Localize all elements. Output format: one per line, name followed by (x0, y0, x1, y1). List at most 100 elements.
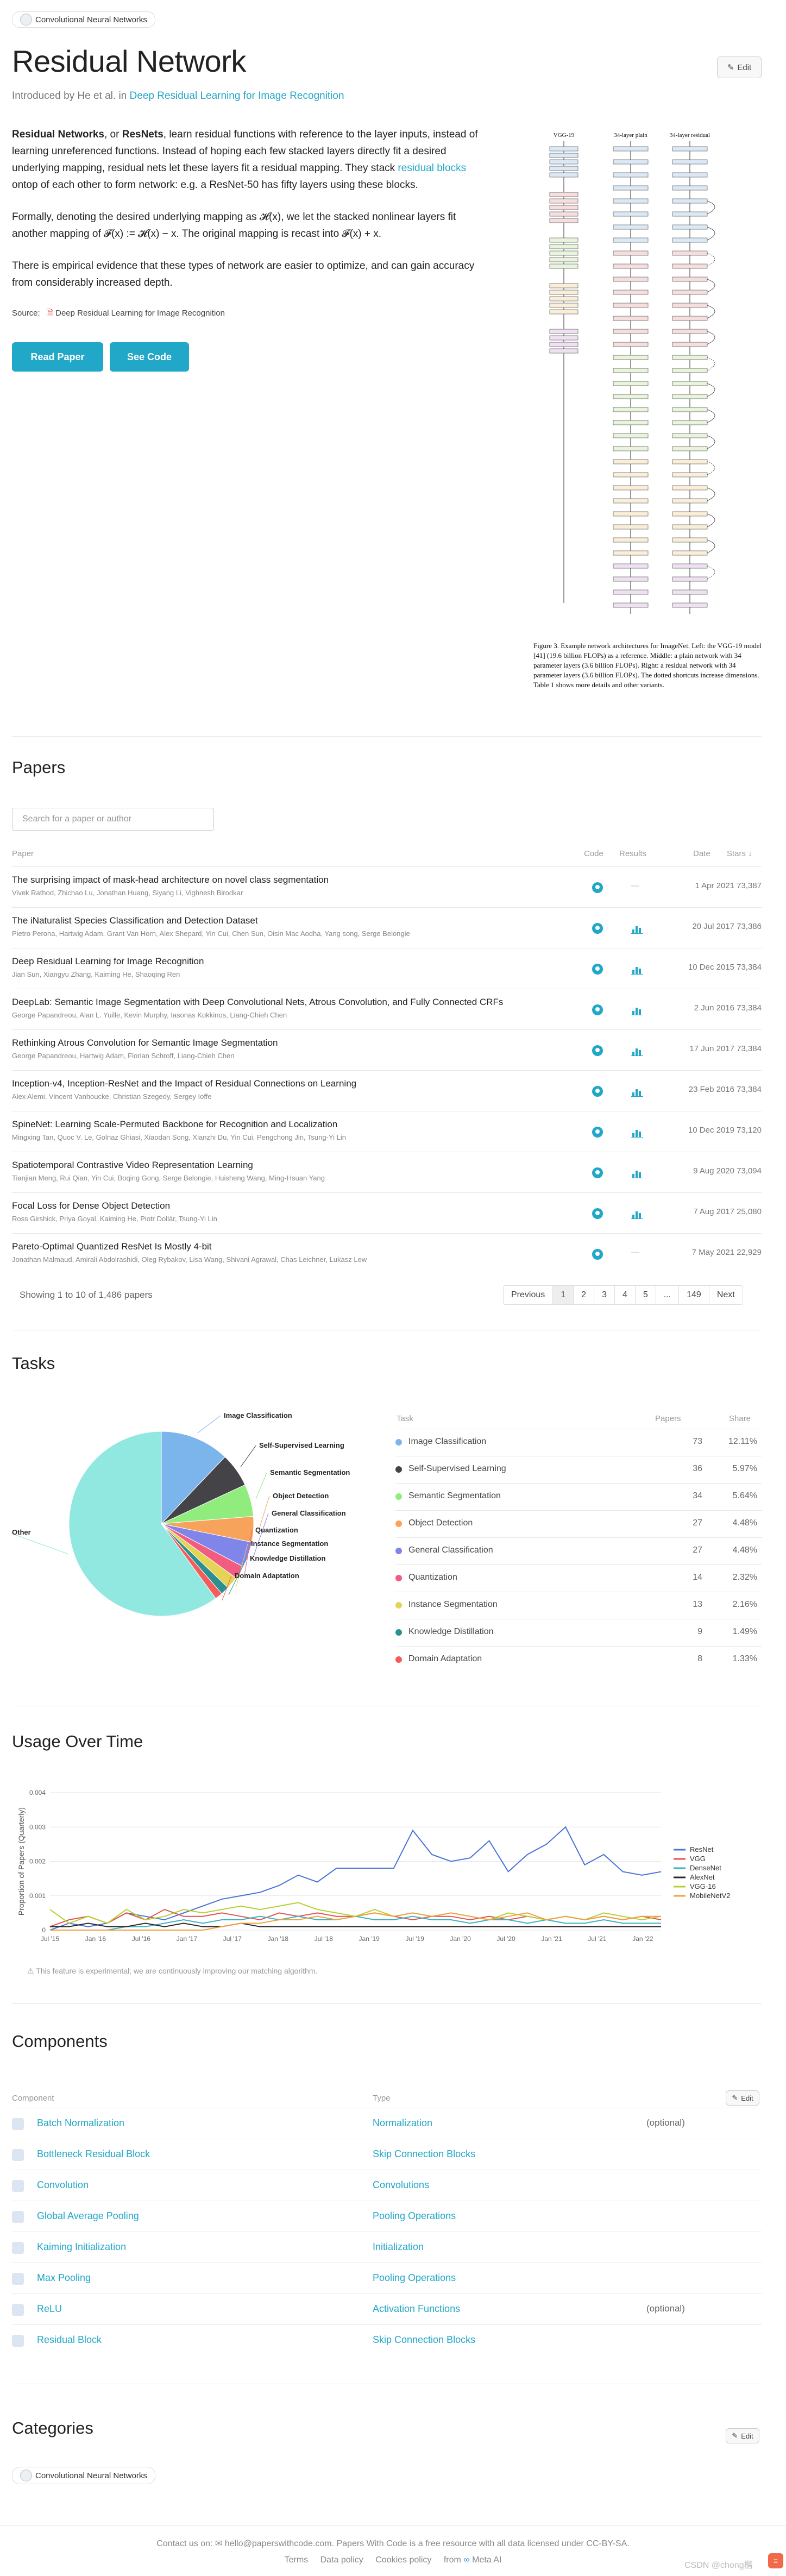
github-icon[interactable] (592, 1249, 603, 1260)
pie-slice[interactable] (161, 1431, 225, 1525)
component-type[interactable]: Pooling Operations (373, 2210, 456, 2221)
series-line-resnet[interactable] (49, 1826, 662, 1931)
task-name[interactable]: Image Classification (408, 1437, 487, 1446)
legend-label[interactable]: AlexNet (690, 1873, 715, 1881)
task-name[interactable]: Instance Segmentation (408, 1600, 498, 1609)
footer-data-policy-link[interactable]: Data policy (320, 2555, 363, 2565)
edit-categories-button[interactable]: ✎ Edit (726, 2428, 759, 2443)
col-stars[interactable]: Stars ↓ (727, 849, 752, 858)
edit-components-button[interactable]: ✎ Edit (726, 2090, 759, 2106)
results-chart-icon[interactable] (631, 1127, 643, 1138)
component-type[interactable]: Skip Connection Blocks (373, 2334, 476, 2345)
legend-label[interactable]: ResNet (690, 1845, 714, 1854)
github-icon[interactable] (592, 1045, 603, 1056)
paper-title[interactable]: The surprising impact of mask-head archi… (12, 875, 329, 885)
component-name[interactable]: Global Average Pooling (37, 2210, 139, 2221)
github-icon[interactable] (592, 1004, 603, 1015)
task-row[interactable]: Knowledge Distillation 9 1.49% (395, 1619, 762, 1646)
paper-title[interactable]: The iNaturalist Species Classification a… (12, 915, 258, 926)
edit-method-button[interactable]: ✎ Edit (717, 56, 762, 78)
component-name[interactable]: Bottleneck Residual Block (37, 2148, 150, 2159)
paper-title[interactable]: DeepLab: Semantic Image Segmentation wit… (12, 997, 504, 1007)
task-row[interactable]: Semantic Segmentation 34 5.64% (395, 1483, 762, 1510)
paper-search-input[interactable]: Search for a paper or author (12, 808, 214, 831)
series-line-vgg-16[interactable] (49, 1902, 662, 1924)
github-icon[interactable] (592, 1208, 603, 1219)
component-name[interactable]: Max Pooling (37, 2272, 91, 2283)
task-row[interactable]: Image Classification 73 12.11% (395, 1429, 762, 1456)
github-icon[interactable] (592, 882, 603, 893)
results-chart-icon[interactable] (631, 1208, 643, 1219)
results-chart-icon[interactable] (631, 1167, 643, 1178)
task-row[interactable]: General Classification 27 4.48% (395, 1537, 762, 1565)
task-row[interactable]: Object Detection 27 4.48% (395, 1510, 762, 1537)
task-row[interactable]: Instance Segmentation 13 2.16% (395, 1592, 762, 1619)
float-badge-icon[interactable]: ≡ (768, 2553, 783, 2568)
results-chart-icon[interactable] (631, 1045, 643, 1056)
pager-5[interactable]: 5 (635, 1286, 656, 1304)
see-code-button[interactable]: See Code (110, 342, 189, 372)
component-name[interactable]: Residual Block (37, 2334, 102, 2345)
task-name[interactable]: General Classification (408, 1545, 493, 1555)
component-name[interactable]: ReLU (37, 2303, 62, 2314)
paper-title[interactable]: Rethinking Atrous Convolution for Semant… (12, 1038, 278, 1048)
pager-3[interactable]: 3 (594, 1286, 615, 1304)
component-type[interactable]: Activation Functions (373, 2303, 461, 2314)
series-line-alexnet[interactable] (50, 1922, 661, 1927)
residual-blocks-link[interactable]: residual blocks (398, 162, 467, 174)
paper-title[interactable]: SpineNet: Learning Scale-Permuted Backbo… (12, 1119, 338, 1129)
github-icon[interactable] (592, 1127, 603, 1138)
component-type[interactable]: Pooling Operations (373, 2272, 456, 2283)
results-chart-icon[interactable] (631, 1004, 643, 1015)
series-line-mobilenetv2[interactable] (50, 1912, 661, 1931)
pager-1[interactable]: 1 (553, 1286, 574, 1304)
read-paper-button[interactable]: Read Paper (12, 342, 103, 372)
task-name[interactable]: Quantization (408, 1573, 457, 1582)
paper-title[interactable]: Inception-v4, Inception-ResNet and the I… (12, 1078, 357, 1089)
github-icon[interactable] (592, 923, 603, 934)
component-name[interactable]: Batch Normalization (37, 2118, 125, 2128)
paper-title[interactable]: Pareto-Optimal Quantized ResNet Is Mostl… (12, 1241, 212, 1252)
component-type[interactable]: Normalization (373, 2118, 433, 2128)
intro-paper-link[interactable]: Deep Residual Learning for Image Recogni… (129, 90, 344, 102)
footer-terms-link[interactable]: Terms (284, 2555, 309, 2565)
legend-label[interactable]: DenseNet (690, 1864, 721, 1872)
task-row[interactable]: Domain Adaptation 8 1.33% (395, 1646, 762, 1673)
paper-title[interactable]: Spatiotemporal Contrastive Video Represe… (12, 1160, 253, 1170)
pie-slice[interactable] (68, 1431, 216, 1617)
task-name[interactable]: Object Detection (408, 1518, 473, 1528)
legend-label[interactable]: VGG (690, 1855, 706, 1863)
github-icon[interactable] (592, 964, 603, 975)
pager-next[interactable]: Next (709, 1286, 743, 1304)
pager-2[interactable]: 2 (574, 1286, 595, 1304)
footer-cookies-link[interactable]: Cookies policy (375, 2555, 432, 2565)
component-type[interactable]: Initialization (373, 2241, 424, 2252)
task-name[interactable]: Domain Adaptation (408, 1654, 482, 1663)
top-category-chip[interactable]: Convolutional Neural Networks (12, 11, 155, 28)
component-type[interactable]: Skip Connection Blocks (373, 2148, 476, 2159)
footer-email-link[interactable]: hello@paperswithcode.com (224, 2539, 332, 2548)
results-chart-icon[interactable] (631, 923, 643, 934)
component-name[interactable]: Kaiming Initialization (37, 2241, 127, 2252)
task-name[interactable]: Semantic Segmentation (408, 1491, 501, 1500)
component-name[interactable]: Convolution (37, 2179, 89, 2190)
task-name[interactable]: Knowledge Distillation (408, 1627, 494, 1636)
task-row[interactable]: Self-Supervised Learning 36 5.97% (395, 1456, 762, 1483)
legend-label[interactable]: MobileNetV2 (690, 1892, 730, 1900)
results-chart-icon[interactable] (631, 1086, 643, 1097)
pager-4[interactable]: 4 (614, 1286, 636, 1304)
col-date[interactable]: Date (693, 849, 710, 858)
category-chip[interactable]: Convolutional Neural Networks (12, 2467, 155, 2484)
pager-previous[interactable]: Previous (504, 1286, 554, 1304)
github-icon[interactable] (592, 1086, 603, 1097)
task-name[interactable]: Self-Supervised Learning (408, 1464, 506, 1473)
paper-title[interactable]: Focal Loss for Dense Object Detection (12, 1201, 171, 1211)
task-row[interactable]: Quantization 14 2.32% (395, 1565, 762, 1592)
paper-title[interactable]: Deep Residual Learning for Image Recogni… (12, 956, 204, 966)
pager-149[interactable]: 149 (679, 1286, 709, 1304)
source-paper-link[interactable]: Deep Residual Learning for Image Recogni… (55, 309, 225, 318)
github-icon[interactable] (592, 1167, 603, 1178)
results-chart-icon[interactable] (631, 964, 643, 975)
legend-label[interactable]: VGG-16 (690, 1882, 716, 1890)
component-type[interactable]: Convolutions (373, 2179, 430, 2190)
